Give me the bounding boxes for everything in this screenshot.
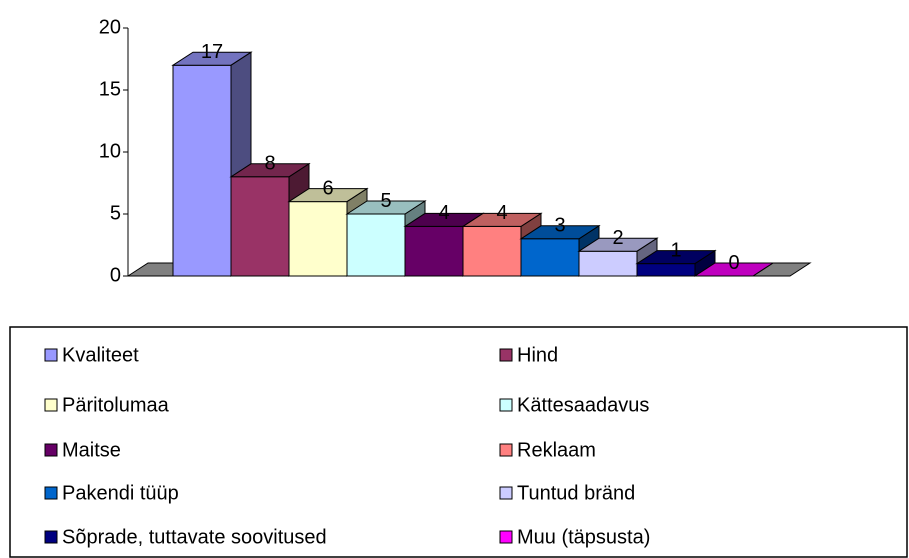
bar-face bbox=[230, 176, 290, 277]
legend-label: Hind bbox=[517, 344, 558, 366]
y-tick-label: 0 bbox=[110, 264, 121, 286]
legend-swatch bbox=[499, 443, 513, 457]
bar-face bbox=[693, 262, 775, 277]
y-tick-label: 15 bbox=[99, 78, 121, 100]
legend-label: Maitse bbox=[62, 439, 121, 461]
bar-face bbox=[404, 225, 464, 277]
bar bbox=[635, 249, 717, 277]
legend-box bbox=[9, 326, 908, 558]
y-tick-label: 10 bbox=[99, 140, 121, 162]
legend-swatch bbox=[499, 486, 513, 500]
legend-label: Muu (täpsusta) bbox=[517, 526, 650, 548]
data-label: 5 bbox=[380, 190, 391, 212]
legend-label: Sõprade, tuttavate soovitused bbox=[62, 526, 327, 548]
data-label: 6 bbox=[322, 177, 333, 199]
data-label: 1 bbox=[670, 239, 681, 261]
bar-face bbox=[577, 237, 659, 252]
data-label: 3 bbox=[554, 215, 565, 237]
y-tick-label: 5 bbox=[110, 202, 121, 224]
bar bbox=[693, 262, 775, 277]
legend-label: Kättesaadavus bbox=[517, 394, 649, 416]
bar-face bbox=[636, 263, 696, 277]
data-label: 8 bbox=[264, 153, 275, 175]
data-label: 4 bbox=[438, 202, 449, 224]
legend-label: Pakendi tüüp bbox=[62, 482, 179, 504]
legend-swatch bbox=[44, 443, 58, 457]
bar-face bbox=[171, 51, 253, 66]
bar-face bbox=[345, 200, 427, 215]
legend-label: Kvaliteet bbox=[62, 344, 139, 366]
legend-swatch bbox=[44, 530, 58, 544]
bar-face bbox=[287, 188, 369, 203]
legend-swatch bbox=[44, 486, 58, 500]
bar-face bbox=[462, 225, 522, 277]
legend-swatch bbox=[499, 348, 513, 362]
legend-swatch bbox=[44, 398, 58, 412]
y-tick-label: 20 bbox=[99, 16, 121, 38]
legend-label: Reklaam bbox=[517, 439, 596, 461]
data-label: 0 bbox=[728, 252, 739, 274]
bar-face bbox=[172, 64, 232, 277]
legend-swatch bbox=[499, 398, 513, 412]
bar-face bbox=[578, 250, 638, 277]
legend-label: Päritolumaa bbox=[62, 394, 170, 416]
legend-swatch bbox=[44, 348, 58, 362]
legend-label: Tuntud bränd bbox=[517, 482, 635, 504]
bar-face bbox=[520, 238, 580, 277]
data-label: 4 bbox=[496, 202, 507, 224]
bar-face bbox=[229, 163, 311, 178]
bar-face bbox=[346, 213, 406, 277]
bar-face bbox=[635, 250, 717, 265]
data-label: 2 bbox=[612, 227, 623, 249]
bar-face bbox=[461, 212, 543, 227]
data-label: 17 bbox=[201, 41, 223, 63]
bar-face bbox=[519, 225, 601, 240]
legend-swatch bbox=[499, 530, 513, 544]
bar-face bbox=[288, 201, 348, 277]
